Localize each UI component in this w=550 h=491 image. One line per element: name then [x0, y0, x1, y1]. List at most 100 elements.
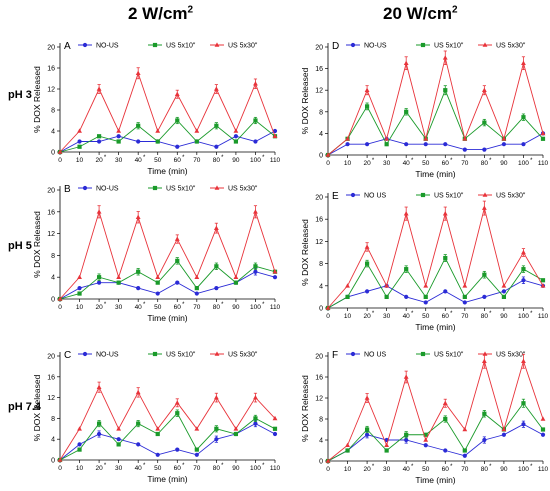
data-point	[77, 426, 82, 431]
data-point	[233, 280, 239, 285]
data-point	[384, 294, 389, 299]
series-us5x30	[57, 381, 278, 462]
x-tick-label: 60	[174, 157, 182, 164]
data-point	[481, 205, 487, 210]
x-tick-label: 50	[154, 465, 162, 472]
data-point	[233, 431, 239, 437]
data-point	[345, 142, 350, 147]
series-us5x30	[57, 205, 278, 301]
x-tick-star: *	[450, 464, 453, 470]
legend-label: US 5x10"	[166, 43, 196, 50]
data-point	[116, 437, 121, 442]
data-point	[174, 91, 180, 97]
data-point	[174, 236, 180, 241]
x-tick-label: 70	[193, 157, 201, 164]
data-point	[521, 422, 526, 427]
y-tick-label: 0	[51, 297, 55, 304]
data-point	[214, 264, 219, 269]
data-point	[253, 264, 258, 269]
x-axis-title: Time (min)	[147, 474, 187, 484]
x-tick-label: 100	[250, 304, 261, 311]
legend-marker	[482, 192, 488, 197]
data-point	[423, 432, 428, 437]
x-tick-label: 80	[213, 304, 221, 311]
legend-label: NO-US	[96, 43, 119, 50]
data-point	[214, 426, 219, 431]
y-tick-label: 20	[315, 354, 323, 361]
data-point	[364, 87, 370, 92]
series-line	[327, 133, 544, 156]
legend-marker	[152, 351, 158, 357]
data-point	[135, 389, 141, 395]
x-axis-title: Time (min)	[415, 475, 455, 485]
legend-label: NO-US	[364, 43, 387, 50]
x-tick-label: 0	[326, 160, 330, 167]
x-tick-label: 40	[135, 465, 143, 472]
data-point	[384, 142, 389, 147]
y-axis-title: % DOX Released	[32, 211, 42, 278]
y-tick-label: 4	[319, 438, 323, 445]
data-point	[96, 431, 102, 437]
x-tick-label: 10	[344, 160, 352, 167]
data-point	[155, 128, 161, 133]
y-axis-title: % DOX Released	[300, 375, 310, 442]
legend-marker	[420, 351, 426, 357]
data-point	[501, 136, 507, 141]
x-tick-label: 0	[58, 304, 62, 311]
x-tick-label: 30	[383, 313, 391, 320]
data-point	[96, 209, 102, 214]
data-point	[233, 139, 239, 144]
data-point	[443, 88, 448, 93]
data-point	[155, 139, 160, 144]
x-tick-label: 50	[422, 160, 430, 167]
y-tick-label: 16	[315, 375, 323, 382]
series-line	[327, 88, 544, 156]
data-point	[364, 261, 370, 266]
x-tick-label: 20	[363, 160, 371, 167]
y-tick-label: 8	[319, 109, 323, 116]
data-point	[136, 286, 141, 291]
data-point	[462, 300, 467, 305]
y-tick-label: 0	[51, 150, 55, 157]
series-line	[59, 386, 276, 461]
y-tick-label: 4	[319, 283, 323, 290]
x-tick-star: *	[143, 302, 146, 308]
x-tick-label: 80	[481, 160, 489, 167]
series-us5x10	[57, 409, 278, 463]
x-tick-label: 100	[250, 157, 261, 164]
y-tick-label: 16	[47, 374, 55, 381]
x-tick-label: 90	[232, 157, 240, 164]
data-point	[521, 401, 526, 406]
series-line	[59, 423, 276, 461]
x-tick-star: *	[411, 311, 414, 317]
legend-marker	[152, 185, 158, 191]
data-point	[214, 437, 219, 442]
x-tick-star: *	[372, 464, 375, 470]
x-tick-star: *	[450, 158, 453, 164]
legend-label: US 5x30"	[228, 186, 258, 193]
data-point	[540, 432, 546, 437]
x-tick-star: *	[489, 158, 492, 164]
data-point	[96, 421, 102, 426]
data-point	[423, 283, 429, 288]
legend-marker	[482, 351, 488, 356]
x-tick-label: 10	[76, 157, 84, 164]
x-tick-label: 20	[95, 304, 103, 311]
x-tick-label: 10	[344, 466, 352, 473]
data-point	[462, 448, 467, 453]
x-tick-star: *	[530, 464, 533, 470]
data-point	[501, 426, 507, 432]
data-point	[482, 437, 487, 443]
panel-letter: F	[332, 350, 338, 361]
x-tick-label: 60	[174, 465, 182, 472]
data-point	[213, 225, 219, 230]
x-tick-label: 40	[403, 466, 411, 473]
data-point	[272, 275, 278, 280]
data-point	[482, 272, 487, 277]
x-tick-label: 70	[461, 313, 469, 320]
legend-marker	[350, 351, 356, 357]
